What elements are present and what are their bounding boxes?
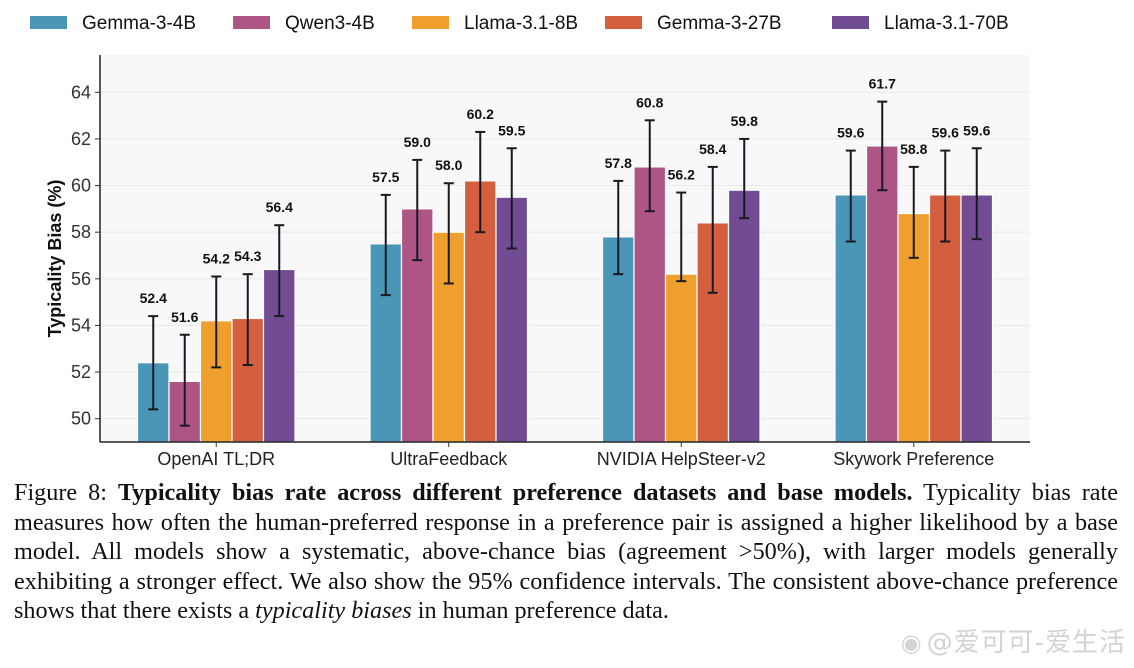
y-tick-label: 50 [71, 409, 91, 429]
x-ticks: OpenAI TL;DR UltraFeedback NVIDIA HelpStee… [157, 442, 994, 469]
value-label: 58.8 [900, 141, 927, 157]
error-bar [179, 333, 190, 427]
value-label: 57.5 [372, 169, 399, 185]
legend-label: Llama-3.1-8B [464, 13, 578, 34]
error-bar [845, 149, 856, 243]
caption-label: Figure 8: [14, 479, 107, 506]
error-bar [506, 147, 517, 250]
error-bar [676, 191, 687, 283]
y-ticks: 50 52 54 56 58 60 62 64 [71, 82, 100, 429]
error-bar [475, 130, 486, 234]
value-label: 58.4 [699, 141, 726, 157]
legend-swatch [233, 16, 270, 29]
legend: Gemma-3-4B Qwen3-4B Llama-3.1-8B Gemma-3-27… [30, 13, 1009, 34]
value-label: 54.3 [234, 248, 261, 264]
legend-swatch [30, 16, 67, 29]
caption-body: Typicality bias rate measures how often … [14, 479, 1118, 624]
x-tick-label: OpenAI TL;DR [157, 449, 275, 469]
y-tick-label: 58 [71, 222, 91, 242]
value-label: 57.8 [605, 155, 632, 171]
legend-label: Gemma-3-4B [82, 13, 196, 34]
error-bar [613, 179, 624, 276]
value-label: 58.0 [435, 157, 462, 173]
legend-item: Llama-3.1-70B [832, 13, 1009, 34]
y-axis-label: Typicality Bias (%) [45, 180, 65, 338]
value-label: 56.4 [266, 199, 293, 215]
error-bar [412, 158, 423, 262]
error-bar [380, 193, 391, 297]
value-label: 59.5 [498, 122, 525, 138]
legend-item: Gemma-3-27B [605, 13, 782, 34]
value-label: 52.4 [140, 290, 167, 306]
value-label: 59.6 [932, 125, 959, 141]
error-bar [707, 165, 718, 294]
value-label: 59.8 [731, 113, 758, 129]
y-tick-label: 52 [71, 362, 91, 382]
bar [633, 166, 667, 443]
error-bar [971, 147, 982, 241]
y-tick-label: 56 [71, 269, 91, 289]
axes [99, 55, 1030, 443]
legend-swatch [832, 16, 869, 29]
value-label: 51.6 [171, 309, 198, 325]
error-bar [443, 182, 454, 285]
error-bar [908, 165, 919, 259]
legend-swatch [605, 16, 642, 29]
error-bar [940, 149, 951, 243]
value-label: 60.8 [636, 94, 663, 110]
error-bar [211, 275, 222, 369]
legend-swatch [412, 16, 449, 29]
weibo-icon: ◉ [900, 629, 923, 657]
caption-italic-term: typicality biases [255, 597, 412, 624]
bar-chart: Gemma-3-4B Qwen3-4B Llama-3.1-8B Gemma-3-27… [30, 13, 1030, 469]
error-bar [242, 273, 253, 367]
legend-item: Llama-3.1-8B [412, 13, 578, 34]
bar [727, 189, 761, 443]
legend-item: Gemma-3-4B [30, 13, 196, 34]
x-tick-label: Skywork Preference [833, 449, 994, 469]
value-label: 61.7 [869, 76, 896, 92]
value-label: 59.6 [837, 125, 864, 141]
value-label: 60.2 [467, 106, 494, 122]
watermark: ◉ @爱可可-爱生活 [901, 622, 1126, 659]
value-label: 59.6 [963, 122, 990, 138]
y-tick-label: 62 [71, 129, 91, 149]
caption-body-end: in human preference data. [417, 597, 669, 624]
y-tick-label: 60 [71, 176, 91, 196]
error-bar [148, 315, 159, 411]
y-tick-label: 54 [71, 315, 91, 335]
x-tick-label: UltraFeedback [390, 449, 508, 469]
error-bar [739, 137, 750, 220]
legend-item: Qwen3-4B [233, 13, 375, 34]
watermark-text: @爱可可-爱生活 [926, 628, 1126, 658]
value-labels: 52.451.6 54.2 54.3 56.4 57.5 59.058.0 60.259.5… [140, 76, 991, 325]
legend-label: Qwen3-4B [285, 13, 375, 34]
legend-label: Gemma-3-27B [657, 13, 782, 34]
value-label: 59.0 [404, 134, 431, 150]
value-label: 54.2 [203, 250, 230, 266]
error-bar [877, 100, 888, 192]
bar [664, 273, 698, 443]
caption-title: Typicality bias rate across different pr… [117, 479, 913, 506]
value-label: 56.2 [668, 167, 695, 183]
y-tick-label: 64 [71, 82, 91, 102]
chart-container: Gemma-3-4B Qwen3-4B Llama-3.1-8B Gemma-3-27… [30, 13, 1030, 469]
error-bars [148, 100, 982, 427]
error-bar [644, 119, 655, 213]
figure-caption: Figure 8: Typicality bias rate across di… [14, 478, 1118, 626]
error-bar [274, 224, 285, 318]
legend-label: Llama-3.1-70B [884, 13, 1009, 34]
x-tick-label: NVIDIA HelpSteer-v2 [597, 449, 766, 469]
